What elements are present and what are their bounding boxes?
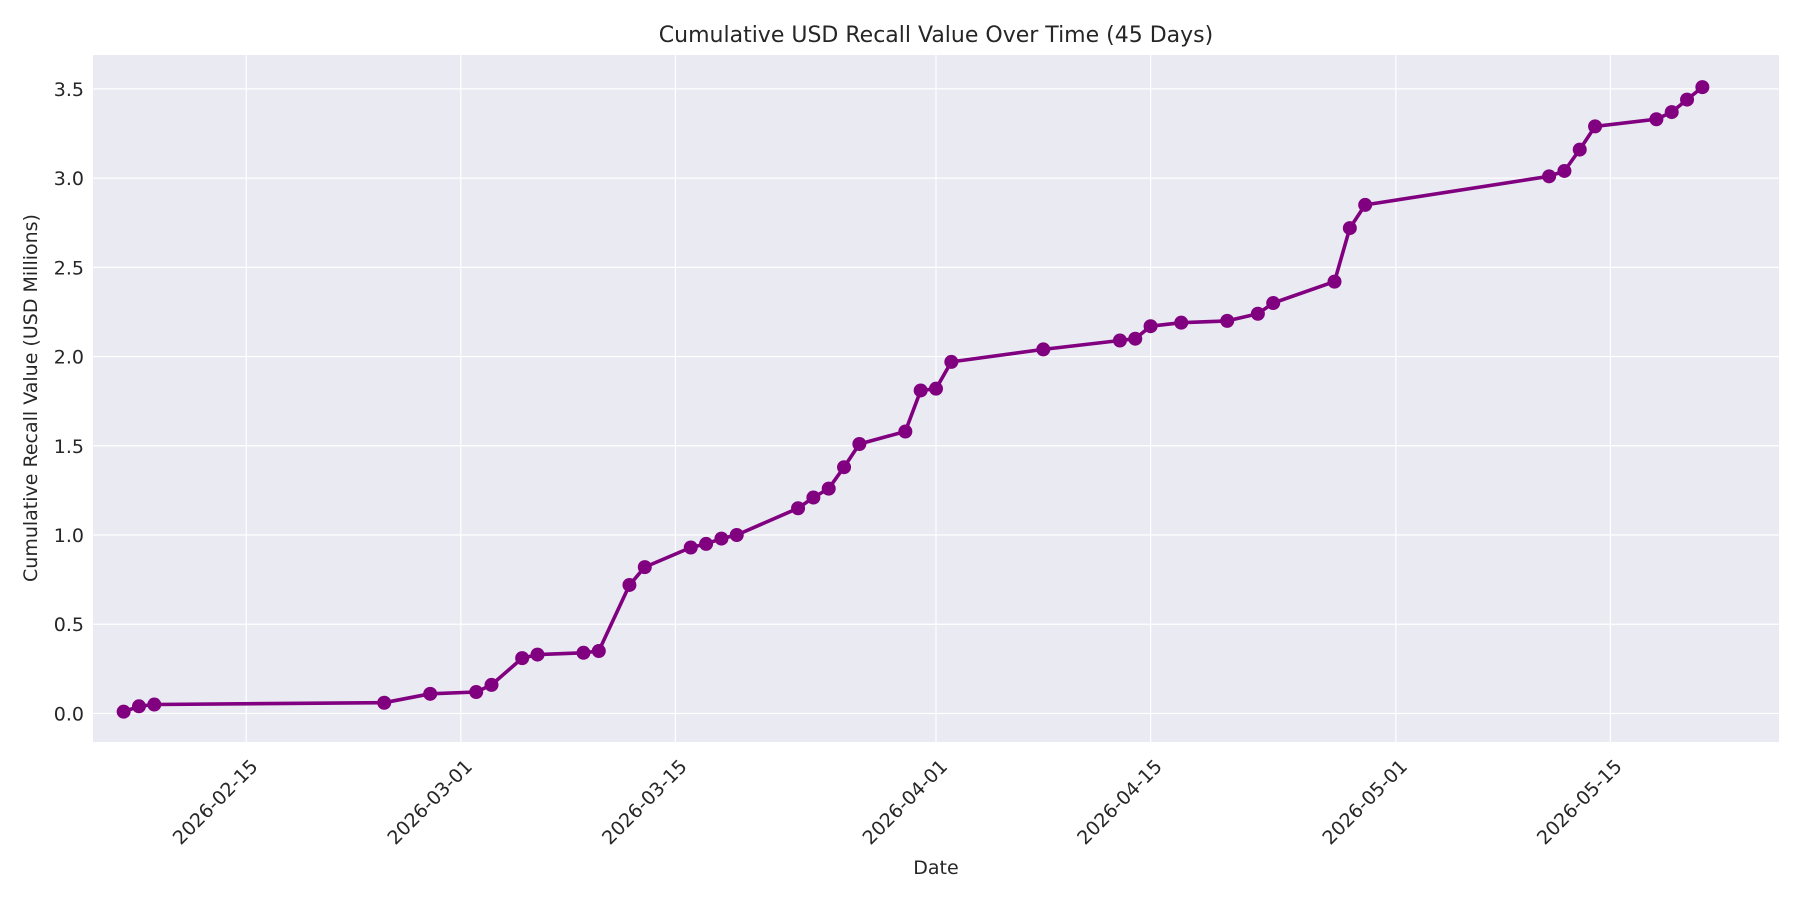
- x-axis-label: Date: [913, 857, 958, 879]
- y-tick-label: 1.5: [54, 436, 84, 458]
- data-point: [1588, 119, 1603, 134]
- data-point: [683, 540, 698, 555]
- data-point: [913, 383, 928, 398]
- x-tick-label: 2026-05-15: [1533, 756, 1627, 850]
- data-point: [1128, 331, 1143, 346]
- data-point: [423, 686, 438, 701]
- data-point: [484, 677, 499, 692]
- data-point: [1174, 315, 1189, 330]
- data-point: [469, 685, 484, 700]
- data-point: [1664, 105, 1679, 120]
- data-points: [116, 80, 1710, 719]
- y-tick-label: 0.5: [54, 614, 84, 636]
- data-point: [1572, 142, 1587, 157]
- y-tick-label: 1.0: [54, 525, 84, 547]
- data-point: [637, 560, 652, 575]
- data-point: [944, 354, 959, 369]
- x-tick-label: 2026-03-15: [598, 756, 692, 850]
- data-point: [377, 695, 392, 710]
- data-point: [837, 460, 852, 475]
- chart-title: Cumulative USD Recall Value Over Time (4…: [659, 23, 1213, 48]
- data-point: [821, 481, 836, 496]
- data-point: [576, 645, 591, 660]
- y-tick-label: 0.0: [54, 703, 84, 725]
- data-point: [1649, 112, 1664, 127]
- data-point: [729, 528, 744, 543]
- data-point: [1542, 169, 1557, 184]
- data-point: [1342, 221, 1357, 236]
- x-tick-label: 2026-05-01: [1318, 756, 1412, 850]
- data-point: [1557, 163, 1572, 178]
- data-point: [699, 536, 714, 551]
- grid: [93, 55, 1779, 742]
- data-point: [1695, 80, 1710, 95]
- data-point: [714, 531, 729, 546]
- data-point: [622, 577, 637, 592]
- x-tick-label: 2026-04-01: [859, 756, 953, 850]
- y-tick-label: 3.0: [54, 168, 84, 190]
- data-point: [791, 501, 806, 516]
- data-point: [515, 651, 530, 666]
- data-point: [1220, 313, 1235, 328]
- data-point: [131, 699, 146, 714]
- data-point: [116, 704, 131, 719]
- data-point: [898, 424, 913, 439]
- data-point: [852, 437, 867, 452]
- data-point: [1250, 306, 1265, 321]
- data-point: [591, 643, 606, 658]
- data-point: [530, 647, 545, 662]
- x-tick-label: 2026-04-15: [1073, 756, 1167, 850]
- data-point: [1112, 333, 1127, 348]
- y-axis-label: Cumulative Recall Value (USD Millions): [20, 214, 42, 582]
- data-point: [1143, 319, 1158, 334]
- data-point: [1036, 342, 1051, 357]
- data-point: [147, 697, 162, 712]
- data-point: [1358, 197, 1373, 212]
- data-point: [1680, 92, 1695, 107]
- data-point: [929, 381, 943, 396]
- y-tick-label: 2.0: [54, 347, 84, 369]
- y-tick-label: 2.5: [54, 257, 84, 279]
- data-point: [1327, 274, 1342, 289]
- y-tick-label: 3.5: [54, 79, 84, 101]
- data-point: [806, 490, 821, 505]
- data-point: [1266, 296, 1281, 311]
- x-tick-label: 2026-02-15: [169, 756, 263, 850]
- x-tick-label: 2026-03-01: [383, 756, 477, 850]
